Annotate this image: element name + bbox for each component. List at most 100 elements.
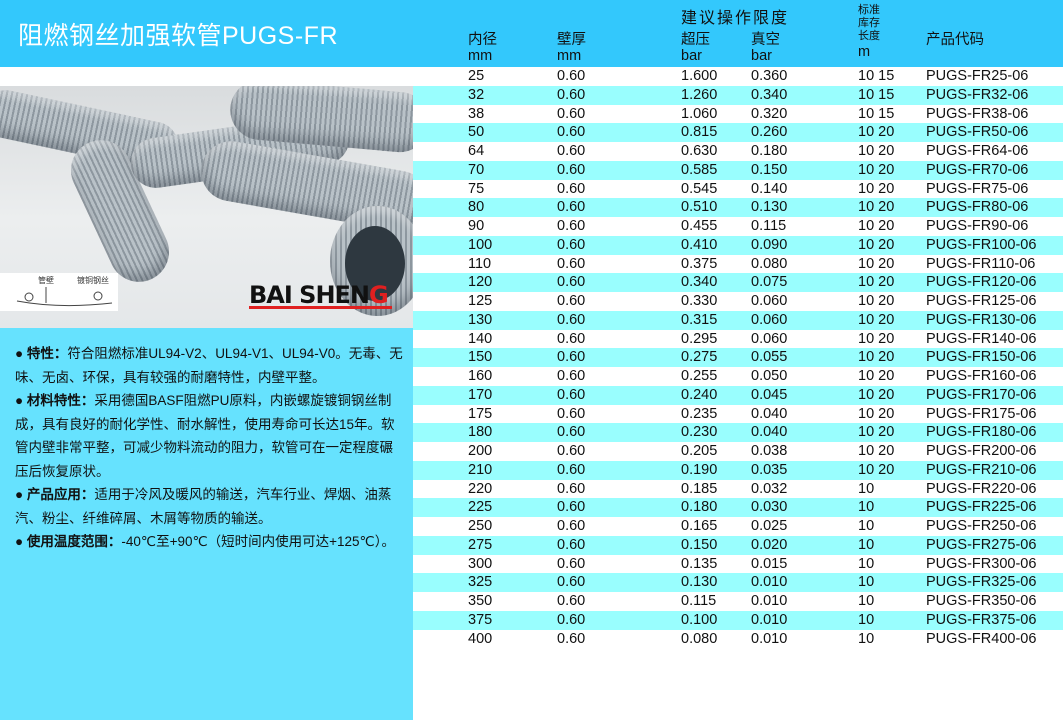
- cell-product-code: PUGS-FR350-06: [926, 593, 1037, 609]
- cell-wall-thickness: 0.60: [557, 574, 586, 591]
- cell-stock-length: 10 20: [858, 274, 895, 291]
- cell-overpressure: 0.340: [681, 274, 718, 291]
- table-row: 125 0.60 0.330 0.060 10 20 PUGS-FR125-06: [413, 292, 1063, 311]
- table-row: 25 0.60 1.600 0.360 10 15 PUGS-FR25-06: [413, 67, 1063, 86]
- cell-overpressure: 0.275: [681, 349, 718, 366]
- cell-wall-thickness: 0.60: [557, 443, 586, 459]
- cell-inner-diameter: 170: [468, 386, 493, 403]
- cell-wall-thickness: 0.60: [557, 518, 586, 534]
- cell-product-code: PUGS-FR400-06: [926, 630, 1037, 647]
- page-title: 阻燃钢丝加强软管PUGS-FR: [18, 22, 339, 50]
- cell-product-code: PUGS-FR250-06: [926, 518, 1037, 534]
- temperature-text: -40℃至+90℃（短时间内使用可达+125℃）。: [121, 534, 395, 549]
- table-row: 225 0.60 0.180 0.030 10 PUGS-FR225-06: [413, 498, 1063, 517]
- cell-inner-diameter: 25: [468, 68, 485, 84]
- cell-vacuum: 0.115: [751, 218, 787, 234]
- application-text: 适用于冷风及暖风的输送，汽车行业、焊烟、油蒸汽、粉尘、纤维碎屑、木屑等物质的输送…: [15, 487, 392, 526]
- cell-overpressure: 0.295: [681, 330, 718, 347]
- cell-stock-length: 10: [858, 480, 875, 497]
- cell-inner-diameter: 325: [468, 574, 493, 591]
- cell-inner-diameter: 125: [468, 293, 493, 309]
- table-row: 210 0.60 0.190 0.035 10 20 PUGS-FR210-06: [413, 460, 1063, 480]
- cell-inner-diameter: 50: [468, 124, 485, 141]
- cell-product-code: PUGS-FR130-06: [926, 311, 1037, 328]
- cell-vacuum: 0.040: [751, 405, 788, 422]
- diagram-label-wall: 管壁: [38, 276, 54, 285]
- cell-stock-length: 10 15: [858, 86, 895, 103]
- cell-inner-diameter: 350: [468, 593, 493, 609]
- cell-product-code: PUGS-FR70-06: [926, 161, 1029, 178]
- cell-product-code: PUGS-FR210-06: [926, 461, 1037, 478]
- table-row: 90 0.60 0.455 0.115 10 20 PUGS-FR90-06: [413, 217, 1063, 236]
- table-row: 32 0.60 1.260 0.340 10 15 PUGS-FR32-06: [413, 85, 1063, 105]
- cell-wall-thickness: 0.60: [557, 255, 586, 272]
- cell-product-code: PUGS-FR100-06: [926, 236, 1037, 253]
- hose-wall-diagram: 管壁 镀铜钢丝: [0, 273, 118, 311]
- hose-opening: [345, 226, 405, 301]
- cell-inner-diameter: 38: [468, 105, 485, 122]
- cell-inner-diameter: 220: [468, 480, 493, 497]
- cell-stock-length: 10: [858, 593, 875, 609]
- cell-inner-diameter: 225: [468, 499, 493, 516]
- cell-overpressure: 0.080: [681, 630, 718, 647]
- cell-stock-length: 10 20: [858, 461, 895, 478]
- application-label: 产品应用：: [26, 487, 95, 502]
- cell-wall-thickness: 0.60: [557, 461, 586, 478]
- cell-product-code: PUGS-FR38-06: [926, 105, 1029, 122]
- cell-wall-thickness: 0.60: [557, 68, 586, 84]
- cell-stock-length: 10: [858, 499, 875, 516]
- cell-wall-thickness: 0.60: [557, 405, 586, 422]
- left-panel: 阻燃钢丝加强软管PUGS-FR 管壁 镀铜钢丝 BAI SHENG ● 特性：符…: [0, 0, 413, 720]
- cell-stock-length: 10 20: [858, 311, 895, 328]
- cell-product-code: PUGS-FR140-06: [926, 330, 1037, 347]
- cell-inner-diameter: 130: [468, 311, 493, 328]
- table-row: 375 0.60 0.100 0.010 10 PUGS-FR375-06: [413, 610, 1063, 630]
- cell-wall-thickness: 0.60: [557, 611, 586, 628]
- table-header: 建议操作限度 内径 mm 壁厚 mm 超压 bar 真空 bar 标准 库存 长度 m 产品代…: [413, 0, 1063, 67]
- table-row: 100 0.60 0.410 0.090 10 20 PUGS-FR100-06: [413, 235, 1063, 255]
- header-inner-diameter: 内径 mm: [468, 32, 497, 64]
- temperature-label: 使用温度范围：: [26, 534, 122, 549]
- cell-vacuum: 0.080: [751, 255, 788, 272]
- cell-overpressure: 0.135: [681, 555, 718, 572]
- table-row: 325 0.60 0.130 0.010 10 PUGS-FR325-06: [413, 573, 1063, 592]
- cell-wall-thickness: 0.60: [557, 218, 586, 234]
- table-row: 75 0.60 0.545 0.140 10 20 PUGS-FR75-06: [413, 180, 1063, 199]
- cell-product-code: PUGS-FR120-06: [926, 274, 1037, 291]
- cell-inner-diameter: 140: [468, 330, 493, 347]
- cell-wall-thickness: 0.60: [557, 368, 586, 384]
- feature-label: 特性：: [26, 346, 68, 361]
- header-vacuum: 真空 bar: [751, 32, 780, 64]
- header-product-code: 产品代码: [926, 32, 984, 48]
- cell-stock-length: 10 20: [858, 161, 895, 178]
- cell-wall-thickness: 0.60: [557, 124, 586, 141]
- table-row: 400 0.60 0.080 0.010 10 PUGS-FR400-06: [413, 630, 1063, 649]
- cell-inner-diameter: 375: [468, 611, 493, 628]
- cell-vacuum: 0.075: [751, 274, 788, 291]
- cell-vacuum: 0.030: [751, 499, 788, 516]
- cell-product-code: PUGS-FR75-06: [926, 180, 1029, 197]
- cell-overpressure: 1.260: [681, 86, 718, 103]
- cell-vacuum: 0.180: [751, 143, 788, 159]
- cell-overpressure: 0.205: [681, 443, 718, 459]
- cell-inner-diameter: 200: [468, 443, 493, 459]
- spec-table-body: 25 0.60 1.600 0.360 10 15 PUGS-FR25-06 32 0.60 1…: [413, 67, 1063, 648]
- cell-product-code: PUGS-FR220-06: [926, 480, 1037, 497]
- table-row: 300 0.60 0.135 0.015 10 PUGS-FR300-06: [413, 555, 1063, 574]
- cell-product-code: PUGS-FR375-06: [926, 611, 1037, 628]
- cell-overpressure: 0.330: [681, 293, 718, 309]
- cell-inner-diameter: 175: [468, 405, 493, 422]
- cell-inner-diameter: 70: [468, 161, 485, 178]
- cell-overpressure: 0.100: [681, 611, 718, 628]
- cell-stock-length: 10: [858, 536, 875, 553]
- cell-wall-thickness: 0.60: [557, 293, 586, 309]
- cell-product-code: PUGS-FR175-06: [926, 405, 1037, 422]
- cell-wall-thickness: 0.60: [557, 330, 586, 347]
- cell-wall-thickness: 0.60: [557, 630, 586, 647]
- cell-overpressure: 0.185: [681, 480, 718, 497]
- feature-text: 符合阻燃标准UL94-V2、UL94-V1、UL94-V0。无毒、无味、无卤、环…: [15, 346, 403, 385]
- cell-wall-thickness: 0.60: [557, 236, 586, 253]
- cell-vacuum: 0.045: [751, 386, 788, 403]
- cell-product-code: PUGS-FR275-06: [926, 536, 1037, 553]
- cell-vacuum: 0.010: [751, 611, 788, 628]
